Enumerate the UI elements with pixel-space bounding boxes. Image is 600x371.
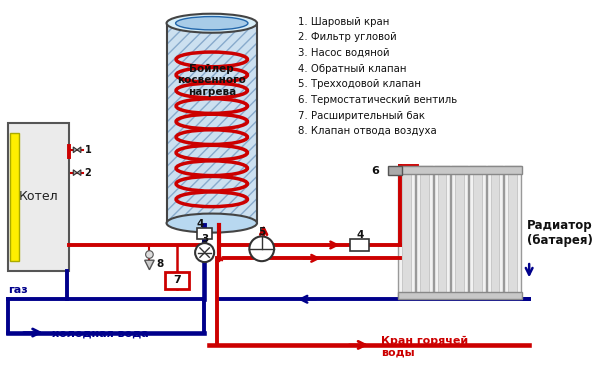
Text: газ: газ <box>8 285 28 295</box>
Bar <box>469 166 486 299</box>
Polygon shape <box>77 170 81 175</box>
Circle shape <box>195 243 214 262</box>
Text: холодная вода: холодная вода <box>52 328 149 338</box>
Text: Котел: Котел <box>19 190 58 203</box>
Bar <box>10 133 19 261</box>
Bar <box>8 123 70 271</box>
Bar <box>398 166 521 174</box>
Text: 1: 1 <box>85 145 91 155</box>
Polygon shape <box>73 147 77 152</box>
Bar <box>167 23 257 223</box>
Polygon shape <box>77 147 81 152</box>
Text: 2: 2 <box>85 168 91 178</box>
Bar <box>434 166 451 299</box>
Text: Радиатор
(батарея): Радиатор (батарея) <box>527 219 593 247</box>
Bar <box>167 23 257 223</box>
Bar <box>491 169 499 296</box>
Text: 3. Насос водяной: 3. Насос водяной <box>298 48 389 58</box>
Text: 7. Расширительный бак: 7. Расширительный бак <box>298 111 425 121</box>
Text: 6. Термостатический вентиль: 6. Термостатический вентиль <box>298 95 457 105</box>
Bar <box>398 292 521 299</box>
Bar <box>197 228 212 239</box>
Bar <box>350 239 369 251</box>
Ellipse shape <box>176 17 248 30</box>
Bar <box>402 169 411 296</box>
Text: 4: 4 <box>356 230 364 240</box>
Bar <box>420 169 429 296</box>
Bar <box>164 272 190 289</box>
Bar <box>398 166 415 299</box>
Bar <box>487 166 503 299</box>
Polygon shape <box>73 170 77 175</box>
Text: 3: 3 <box>201 234 208 244</box>
Ellipse shape <box>167 14 257 33</box>
Circle shape <box>146 251 153 258</box>
Text: 8. Клапан отвода воздуха: 8. Клапан отвода воздуха <box>298 127 437 137</box>
Text: 5. Трехходовой клапан: 5. Трехходовой клапан <box>298 79 421 89</box>
Text: 7: 7 <box>173 275 181 285</box>
Ellipse shape <box>167 214 257 233</box>
Circle shape <box>250 236 274 261</box>
Text: Кран горячей
воды: Кран горячей воды <box>380 336 468 358</box>
Bar <box>388 166 401 174</box>
Text: 2. Фильтр угловой: 2. Фильтр угловой <box>298 32 397 42</box>
Polygon shape <box>145 260 154 270</box>
Bar <box>508 169 517 296</box>
Bar <box>455 169 464 296</box>
Text: 1. Шаровый кран: 1. Шаровый кран <box>298 17 389 27</box>
Bar <box>437 169 446 296</box>
Text: 4. Обратный клапан: 4. Обратный клапан <box>298 64 406 74</box>
Bar <box>416 166 433 299</box>
Text: Бойлер
косвенного
нагрева: Бойлер косвенного нагрева <box>178 64 246 97</box>
Text: 8: 8 <box>156 259 163 269</box>
Text: 6: 6 <box>371 166 379 176</box>
Bar <box>451 166 468 299</box>
Text: 5: 5 <box>258 227 265 237</box>
Bar <box>505 166 521 299</box>
Text: 4: 4 <box>197 219 204 229</box>
Bar <box>473 169 482 296</box>
